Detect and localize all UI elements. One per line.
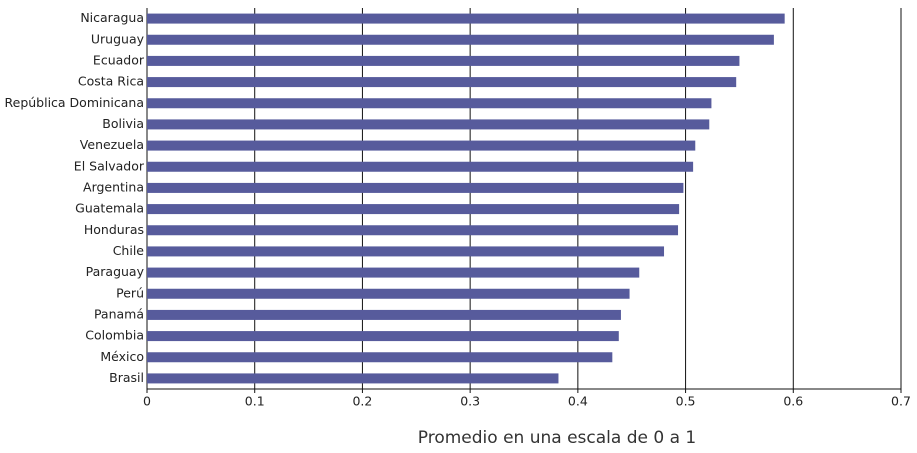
bar <box>147 77 737 88</box>
x-tick-label: 0.4 <box>568 394 588 409</box>
y-tick-label: Ecuador <box>93 52 145 67</box>
y-tick-label: Guatemala <box>75 201 144 216</box>
y-tick-label: Chile <box>113 243 145 258</box>
bar <box>147 204 680 215</box>
bar <box>147 331 619 342</box>
x-tick-label: 0 <box>143 394 151 409</box>
y-tick-label: Uruguay <box>91 31 145 46</box>
y-tick-label: Honduras <box>84 222 144 237</box>
y-tick-label: México <box>100 349 144 364</box>
y-tick-label: Costa Rica <box>78 74 144 89</box>
bar <box>147 182 684 193</box>
y-tick-label: Argentina <box>83 179 144 194</box>
y-tick-label: Paraguay <box>86 264 145 279</box>
y-tick-label: Nicaragua <box>80 10 144 25</box>
x-axis-label: Promedio en una escala de 0 a 1 <box>418 428 696 448</box>
x-tick-label: 0.5 <box>676 394 696 409</box>
y-tick-label: El Salvador <box>74 158 145 173</box>
bar <box>147 140 696 151</box>
bar <box>147 98 712 109</box>
bar <box>147 267 640 278</box>
bar <box>147 246 665 257</box>
bar <box>147 288 630 299</box>
x-tick-label: 0.1 <box>245 394 265 409</box>
y-tick-label: Brasil <box>109 370 144 385</box>
y-tick-label: Colombia <box>85 328 144 343</box>
x-tick-label: 0.7 <box>891 394 911 409</box>
y-tick-label: Perú <box>116 285 144 300</box>
x-tick-label: 0.3 <box>460 394 480 409</box>
bar <box>147 119 710 130</box>
y-tick-label: Bolivia <box>102 116 144 131</box>
bar <box>147 309 621 320</box>
bar <box>147 161 694 172</box>
bar <box>147 352 613 363</box>
x-tick-label: 0.2 <box>352 394 372 409</box>
bar <box>147 34 774 45</box>
bar <box>147 373 559 384</box>
y-tick-label: Venezuela <box>80 137 144 152</box>
y-tick-label: Panamá <box>94 306 144 321</box>
bar <box>147 55 740 66</box>
x-tick-label: 0.6 <box>783 394 803 409</box>
bar <box>147 225 679 236</box>
bar <box>147 13 785 24</box>
y-tick-label: República Dominicana <box>5 95 145 110</box>
